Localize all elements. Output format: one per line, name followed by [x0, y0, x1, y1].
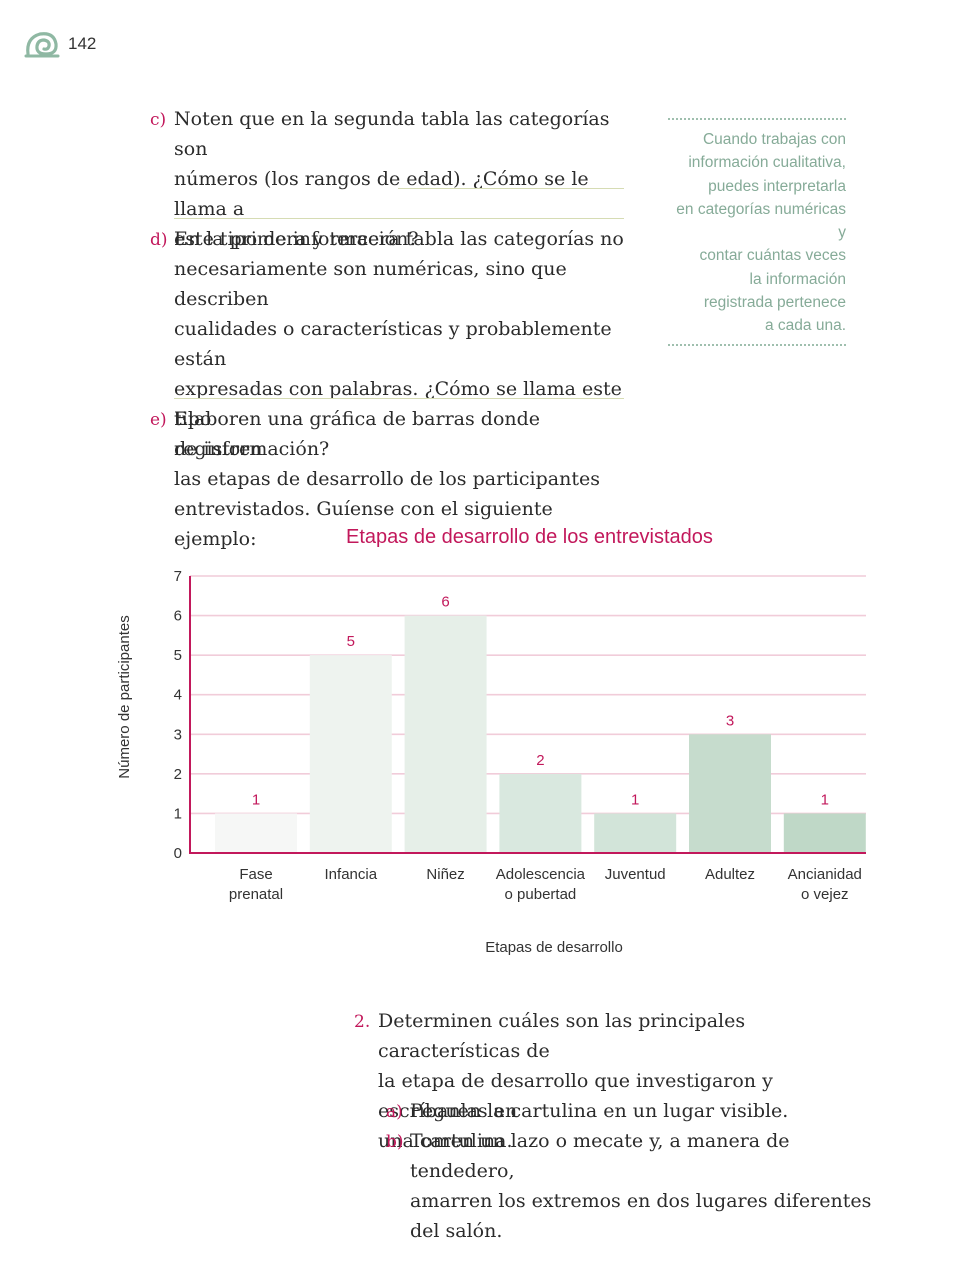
- y-tick-label: 7: [174, 568, 182, 585]
- item-e-text: Elaboren una gráfica de barras donde reg…: [174, 404, 634, 554]
- data-label: 5: [347, 633, 355, 650]
- y-tick-label: 3: [174, 726, 182, 743]
- item-c-line: Noten que en la segunda tabla las catego…: [174, 108, 610, 160]
- x-tick-label: Adolescencia: [496, 866, 586, 883]
- sidebar-line: la información: [749, 270, 847, 288]
- sidebar-line: a cada una.: [764, 317, 846, 335]
- bar: [404, 615, 487, 853]
- item-2b-line: amarren los extremos en dos lugares dife…: [410, 1190, 872, 1212]
- x-tick-label: Infancia: [325, 866, 378, 883]
- x-tick-label: Niñez: [426, 866, 464, 883]
- item-2-line: una cartulina.: [378, 1130, 513, 1152]
- item-e-line: Elaboren una gráfica de barras donde reg…: [174, 408, 541, 460]
- y-tick-label: 4: [174, 687, 182, 704]
- sidebar-line: en categorías numéricas y: [676, 200, 846, 242]
- item-2b-marker: b): [386, 1132, 404, 1152]
- item-d-line: necesariamente son numéricas, sino que d…: [174, 258, 567, 310]
- x-axis-title: Etapas de desarrollo: [485, 939, 623, 956]
- snail-icon: [24, 32, 60, 58]
- y-tick-label: 1: [174, 805, 182, 822]
- x-tick-label: Fase: [239, 866, 272, 883]
- x-tick-label: o vejez: [801, 886, 849, 903]
- bar: [594, 813, 677, 853]
- x-tick-label: Juventud: [605, 866, 666, 883]
- item-2-text: Determinen cuáles son las principales ca…: [378, 1006, 878, 1156]
- item-e-marker: e): [150, 410, 167, 430]
- answer-line-c-2[interactable]: [174, 218, 624, 219]
- data-label: 6: [441, 594, 449, 611]
- sidebar-line: puedes interpretarla: [708, 177, 846, 195]
- page-number: 142: [68, 34, 97, 53]
- item-d-line: cualidades o características y probablem…: [174, 318, 612, 370]
- item-2-marker: 2.: [354, 1012, 371, 1032]
- item-e-line: entrevistados. Guíense con el siguiente …: [174, 498, 553, 550]
- answer-line-d[interactable]: [174, 398, 624, 399]
- sidebar-line: registrada pertenece: [703, 294, 846, 312]
- y-axis-title: Número de participantes: [116, 615, 133, 778]
- data-label: 1: [821, 791, 829, 808]
- chart-title: Etapas de desarrollo de los entrevistado…: [346, 526, 713, 548]
- data-label: 2: [536, 752, 544, 769]
- item-c-line: este tipo de información?: [174, 228, 419, 250]
- item-d-line: expresadas con palabras. ¿Cómo se llama …: [174, 378, 622, 430]
- x-tick-label: o pubertad: [505, 886, 577, 903]
- bar: [783, 813, 866, 853]
- item-2-line: Determinen cuáles son las principales ca…: [378, 1010, 746, 1062]
- bar: [309, 655, 392, 853]
- x-tick-label: Adultez: [705, 866, 755, 883]
- y-tick-label: 5: [174, 647, 182, 664]
- y-tick-label: 0: [174, 845, 182, 862]
- item-e-line: las etapas de desarrollo de los particip…: [174, 468, 600, 490]
- item-d-line: de información?: [174, 438, 330, 460]
- bar-chart: 0 1 2 3 4 5 6 7 1 Fase prenatal 5 Infancia 6 Niñez 2 Ado…: [116, 568, 866, 956]
- x-tick-label: Ancianidad: [788, 866, 862, 883]
- sidebar-line: Cuando trabajas con: [702, 131, 846, 148]
- item-2a-line: Peguen la cartulina en un lugar visible.: [410, 1100, 789, 1122]
- answer-line-c[interactable]: [398, 188, 624, 189]
- item-2b-line: del salón.: [410, 1220, 503, 1242]
- item-2a-marker: a): [386, 1102, 403, 1122]
- item-d-marker: d): [150, 230, 168, 250]
- item-d-text: En la primera y tercera tabla las catego…: [174, 224, 634, 464]
- item-2-line: la etapa de desarrollo que investigaron …: [378, 1070, 773, 1122]
- item-c-marker: c): [150, 110, 167, 130]
- x-tick-label: prenatal: [229, 886, 283, 903]
- bar: [215, 813, 297, 853]
- sidebar-line: contar cuántas veces: [699, 247, 846, 265]
- bar: [499, 773, 582, 853]
- item-d-line: En la primera y tercera tabla las catego…: [174, 228, 624, 250]
- item-c-text: Noten que en la segunda tabla las catego…: [174, 104, 634, 254]
- item-2a-text: Peguen la cartulina en un lugar visible.: [410, 1096, 880, 1126]
- data-label: 1: [252, 791, 260, 808]
- data-label: 3: [726, 712, 734, 729]
- item-c-line: números (los rangos de edad). ¿Cómo se l…: [174, 168, 589, 220]
- y-tick-label: 6: [174, 608, 182, 625]
- item-2b-line: Tomen un lazo o mecate y, a manera de te…: [410, 1130, 790, 1182]
- item-2b-text: Tomen un lazo o mecate y, a manera de te…: [410, 1126, 880, 1246]
- sidebar-note: Cuando trabajas con información cualitat…: [668, 118, 846, 346]
- y-tick-label: 2: [174, 766, 182, 783]
- sidebar-line: información cualitativa,: [688, 154, 846, 172]
- bar: [689, 734, 771, 853]
- data-label: 1: [631, 791, 639, 808]
